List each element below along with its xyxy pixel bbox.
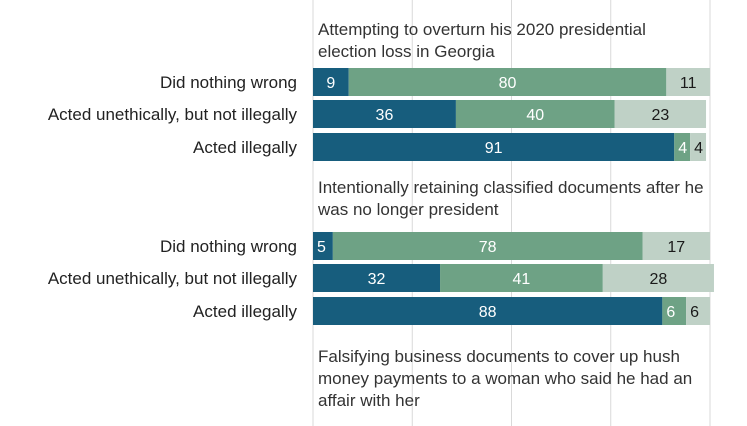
bar-segment — [332, 232, 643, 260]
data-label: 88 — [479, 304, 497, 321]
data-label: 9 — [326, 75, 335, 92]
data-label: 41 — [513, 271, 531, 288]
data-label: 28 — [649, 271, 667, 288]
bar-segment — [313, 68, 349, 96]
data-label: 4 — [678, 140, 687, 157]
data-label: 91 — [485, 140, 503, 157]
category-label: Acted illegally — [193, 138, 297, 157]
data-label: 78 — [479, 239, 497, 256]
bar-segment — [602, 264, 714, 292]
data-label: 5 — [317, 239, 326, 256]
bar-segment — [313, 297, 663, 325]
category-label: Acted unethically, but not illegally — [48, 269, 298, 288]
bar-segment — [642, 232, 710, 260]
category-label: Did nothing wrong — [160, 237, 297, 256]
bar-segment — [440, 264, 603, 292]
data-label: 23 — [651, 107, 669, 124]
data-label: 4 — [694, 140, 703, 157]
data-label: 40 — [526, 107, 544, 124]
panel-title: Falsifying business documents to cover u… — [318, 347, 692, 410]
bar-segment — [313, 264, 441, 292]
bar-segment — [686, 297, 710, 325]
panel-title: Attempting to overturn his 2020 presiden… — [318, 20, 646, 61]
bar-segment — [690, 133, 707, 161]
bar-segment — [348, 68, 667, 96]
bar-segment — [455, 100, 615, 128]
data-label: 6 — [690, 304, 699, 321]
data-label: 80 — [499, 75, 517, 92]
bar-segment — [313, 100, 456, 128]
panel-title: Intentionally retaining classified docum… — [317, 178, 704, 219]
category-label: Did nothing wrong — [160, 73, 297, 92]
category-label: Acted unethically, but not illegally — [48, 105, 298, 124]
bar-segment — [614, 100, 707, 128]
data-label: 17 — [667, 239, 685, 256]
data-label: 11 — [680, 75, 697, 92]
bar-segment — [666, 68, 710, 96]
data-label: 36 — [376, 107, 394, 124]
data-label: 32 — [368, 271, 386, 288]
category-label: Acted illegally — [193, 302, 297, 321]
data-label: 6 — [666, 304, 675, 321]
bar-segment — [662, 297, 687, 325]
bar-segment — [313, 133, 675, 161]
bar-segment — [313, 232, 333, 260]
bar-segment — [674, 133, 691, 161]
